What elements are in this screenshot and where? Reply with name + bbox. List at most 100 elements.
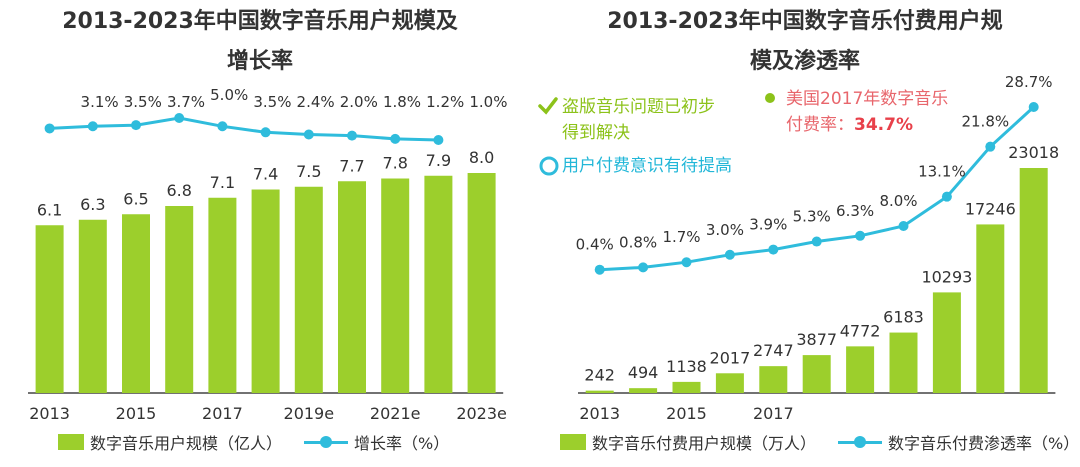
x-tick-label-2015: 2015 — [116, 404, 157, 423]
annotation-us-line-2-prefix: 付费率： — [786, 115, 854, 135]
annotation-piracy-solved: 盗版音乐问题已初步 得到解决 — [538, 96, 715, 144]
rate-point-2014 — [87, 121, 98, 132]
rate-point-2017 — [217, 121, 228, 132]
x-tick-label-2017: 2017 — [753, 404, 794, 423]
bar-value-label-2021e: 10293 — [921, 267, 972, 286]
bar-value-label-2018: 3877 — [796, 330, 837, 349]
x-tick-label-2015: 2015 — [666, 404, 707, 423]
annotation-us-value: 34.7% — [854, 115, 913, 135]
bar-2020e — [889, 332, 918, 393]
bar-2016 — [165, 206, 194, 393]
bar-value-label-2017: 2747 — [753, 341, 794, 360]
legend-item-paid-users: 数字音乐付费用户规模（万人） — [560, 430, 816, 454]
annotation-piracy-line-1: 盗版音乐问题已初步 — [562, 97, 715, 117]
rate-label-2017: 3.5% — [253, 93, 291, 111]
bar-2018 — [802, 355, 831, 393]
bar-value-label-2013: 6.1 — [37, 200, 62, 219]
x-tick-label-2021e: 2021e — [370, 404, 421, 423]
rate-label-2020e: 8.0% — [879, 192, 917, 210]
bar-value-label-2014: 494 — [628, 363, 659, 382]
bar-value-label-2014: 6.3 — [80, 195, 105, 214]
legend-label-paid-users: 数字音乐付费用户规模（万人） — [592, 434, 817, 453]
annotation-pay-awareness-text: 用户付费意识有待提高 — [562, 156, 732, 176]
rate-point-2022e — [433, 135, 444, 145]
annotation-us-line-1: 美国2017年数字音乐 — [786, 89, 949, 109]
rate-point-2015 — [131, 120, 141, 131]
bar-value-label-2020e: 7.7 — [339, 156, 364, 175]
bar-value-label-2018: 7.4 — [253, 165, 278, 184]
legend-label-penetration: 数字音乐付费渗透率（%） — [888, 434, 1080, 453]
rate-point-2016 — [724, 249, 735, 260]
legend-item-growth-rate: 增长率（%） — [304, 430, 449, 454]
rate-label-2021e: 1.2% — [426, 93, 464, 111]
bar-2014 — [78, 219, 107, 393]
bar-2022e — [424, 175, 453, 393]
legend-line-swatch — [304, 434, 349, 450]
bar-value-label-2023e: 8.0 — [469, 148, 494, 167]
bar-2023e — [1019, 168, 1048, 393]
rate-label-2016: 5.0% — [210, 86, 248, 104]
legend-bar-swatch — [58, 434, 84, 450]
x-tick-label-2017: 2017 — [202, 404, 243, 423]
annotation-us-pay-rate: 美国2017年数字音乐 付费率：34.7% — [762, 88, 948, 136]
left-title-line-2: 增长率 — [226, 49, 293, 74]
user-scale-chart: 6.1 6.3 6.5 6.8 7.1 7.4 7.5 7.7 7.8 7.9 8.0 3.1% 3.5… — [28, 86, 507, 423]
bar-value-label-2023e: 23018 — [1008, 143, 1059, 162]
bar-value-label-2017: 7.1 — [210, 173, 235, 192]
bar-2015 — [672, 381, 701, 393]
rate-label-2014: 0.8% — [619, 233, 657, 251]
paid-user-chart-panel: 2013-2023年中国数字音乐付费用户规 模及渗透率 242 494 1138 20… — [530, 0, 1080, 467]
bar-2016 — [715, 373, 744, 393]
rate-point-2015 — [681, 257, 692, 268]
rate-label-2022e: 21.8% — [961, 113, 1009, 131]
bar-value-label-2019e: 4772 — [840, 321, 881, 340]
rate-label-2014: 3.5% — [124, 93, 162, 111]
rate-point-2016 — [174, 113, 185, 123]
rate-point-2014 — [638, 262, 649, 273]
x-tick-label-2013: 2013 — [579, 404, 620, 423]
rate-label-2013: 3.1% — [81, 93, 119, 111]
bar-value-label-2015: 1138 — [666, 357, 707, 376]
rate-point-2019e — [303, 129, 314, 140]
rate-label-2016: 3.0% — [706, 221, 744, 239]
bar-2017 — [208, 197, 237, 393]
legend-label-user-scale: 数字音乐用户规模（亿人） — [90, 434, 283, 453]
annotation-pay-awareness: 用户付费意识有待提高 — [538, 155, 732, 183]
bar-value-label-2019e: 7.5 — [296, 162, 321, 181]
bar-2013 — [35, 225, 64, 393]
bar-value-label-2016: 6.8 — [166, 181, 191, 200]
rate-label-2020e: 1.8% — [383, 93, 421, 111]
bar-2020e — [338, 181, 366, 393]
check-icon — [538, 96, 562, 122]
bar-2021e — [381, 178, 410, 393]
bar-value-label-2015: 6.5 — [123, 189, 148, 208]
rate-point-2017 — [768, 244, 779, 255]
rate-point-2013 — [594, 264, 605, 275]
circle-icon — [538, 155, 562, 183]
x-tick-label-2023e: 2023e — [456, 404, 507, 423]
user-scale-chart-panel: 2013-2023年中国数字音乐用户规模及 增长率 6.1 6.3 6.5 6.8 7.… — [0, 0, 530, 467]
legend-item-user-scale: 数字音乐用户规模（亿人） — [58, 430, 282, 454]
rate-point-2021e — [390, 133, 401, 144]
rate-label-2013: 0.4% — [576, 236, 614, 254]
legend-label-growth-rate: 增长率（%） — [354, 434, 450, 453]
bar-2013 — [585, 390, 614, 393]
bar-2017 — [759, 366, 788, 393]
bar-value-label-2021e: 7.8 — [382, 154, 407, 173]
bar-value-label-2020e: 6183 — [883, 308, 924, 327]
rate-label-2019e: 2.0% — [340, 93, 378, 111]
x-tick-label-2019e: 2019e — [284, 404, 335, 423]
rate-point-2019e — [855, 230, 866, 241]
rate-point-2022e — [985, 141, 996, 152]
rate-point-2020e — [347, 130, 357, 141]
bar-value-label-2022e: 17246 — [965, 199, 1016, 218]
rate-label-2015: 1.7% — [662, 228, 700, 246]
annotation-piracy-line-2: 得到解决 — [562, 123, 630, 143]
bar-value-label-2016: 2017 — [710, 348, 751, 367]
bar-2022e — [976, 224, 1005, 393]
rate-label-2017: 3.9% — [749, 216, 787, 234]
rate-label-2018: 5.3% — [793, 208, 831, 226]
bar-2014 — [629, 388, 658, 393]
bar-2019e — [294, 186, 323, 393]
rate-point-2021e — [941, 191, 952, 202]
